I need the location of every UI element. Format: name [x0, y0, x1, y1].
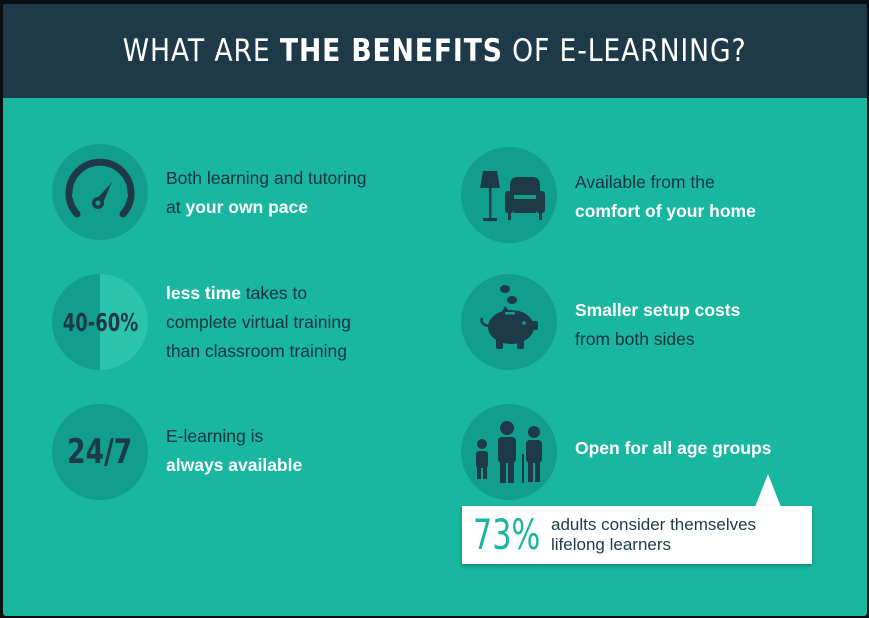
availability-stat: 24/7: [67, 432, 133, 472]
callout-text: adults consider themselves lifelong lear…: [551, 515, 756, 555]
time-line-1-rest: takes to: [240, 283, 308, 303]
comfort-line-1: Available from the: [575, 172, 715, 192]
pace-line-1: Both learning and tutoring: [166, 168, 367, 188]
title-part-1: WHAT ARE: [123, 33, 281, 69]
pace-text: Both learning and tutoring at your own p…: [166, 164, 366, 222]
percentage-pie-icon: [100, 274, 148, 370]
availability-text: E-learning is always available: [166, 422, 302, 480]
age-text: Open for all age groups: [575, 434, 771, 463]
age-circle: [461, 404, 557, 500]
costs-text: Smaller setup costs from both sides: [575, 296, 740, 354]
header-banner: WHAT ARE THE BENEFITS OF E-LEARNING?: [3, 4, 867, 98]
time-stat: 40-60%: [62, 307, 138, 337]
time-line-2: complete virtual training: [166, 312, 351, 332]
time-circle: 40-60%: [52, 274, 148, 370]
time-line-3: than classroom training: [166, 341, 347, 361]
callout-percent: 73%: [473, 510, 541, 559]
family-icon: [476, 421, 542, 483]
costs-highlight: Smaller setup costs: [575, 300, 741, 320]
lifelong-learners-callout: 73% adults consider themselves lifelong …: [462, 506, 812, 564]
time-highlight: less time: [166, 283, 241, 303]
pace-circle: [52, 144, 148, 240]
comfort-text: Available from the comfort of your home: [575, 168, 756, 226]
infographic: WHAT ARE THE BENEFITS OF E-LEARNING? Bot…: [3, 4, 867, 616]
availability-highlight: always available: [166, 455, 303, 475]
availability-line-1: E-learning is: [166, 426, 264, 446]
pace-line-2-prefix: at: [166, 197, 186, 217]
page-title: WHAT ARE THE BENEFITS OF E-LEARNING?: [123, 33, 747, 69]
pace-highlight: your own pace: [185, 197, 308, 217]
lamp-armchair-icon: [480, 171, 545, 221]
costs-line-2: from both sides: [575, 329, 695, 349]
title-bold: THE BENEFITS: [280, 33, 504, 69]
availability-circle: 24/7: [52, 404, 148, 500]
callout-pointer: [755, 474, 781, 507]
speedometer-icon: [65, 158, 135, 218]
age-highlight: Open for all age groups: [575, 438, 772, 458]
time-text: less time takes to complete virtual trai…: [166, 279, 351, 366]
piggy-bank-icon: [480, 285, 538, 349]
comfort-highlight: comfort of your home: [575, 201, 756, 221]
comfort-circle: [461, 147, 557, 243]
costs-circle: [461, 274, 557, 370]
callout-line-2: lifelong learners: [551, 535, 672, 554]
callout-line-1: adults consider themselves: [551, 515, 757, 534]
title-part-2: OF E-LEARNING?: [503, 33, 747, 69]
